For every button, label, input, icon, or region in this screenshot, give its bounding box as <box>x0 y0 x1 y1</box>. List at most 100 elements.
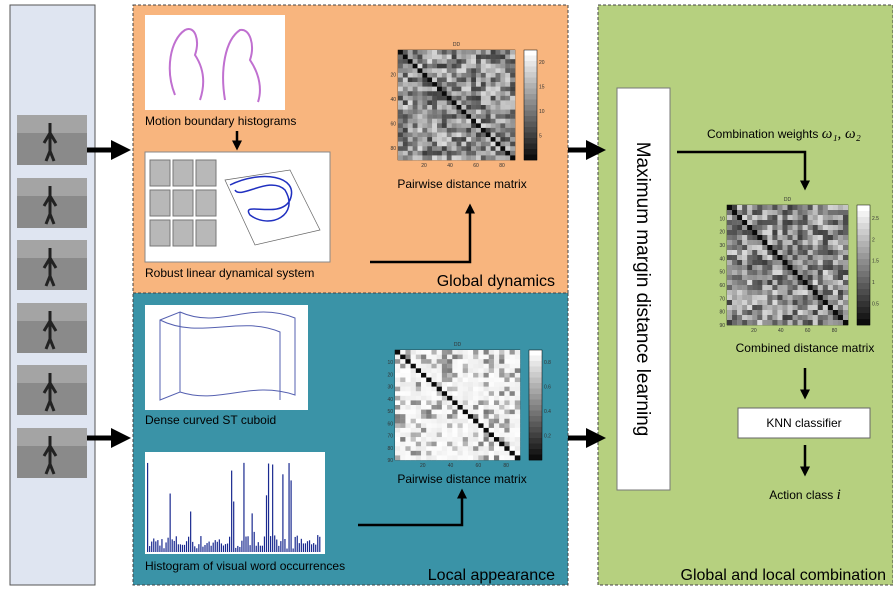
matrix-cell <box>757 210 763 216</box>
mbh-sketch <box>168 28 261 103</box>
matrix-cell <box>817 290 823 296</box>
matrix-cell <box>483 350 489 355</box>
matrix-cell <box>480 82 486 87</box>
matrix-cell <box>802 215 808 221</box>
matrix-cell <box>842 300 849 306</box>
hist-bar <box>147 462 149 552</box>
matrix-cell <box>395 409 401 415</box>
colorbar-cell <box>857 307 870 314</box>
matrix-cell <box>473 423 479 429</box>
matrix-cell <box>807 285 813 291</box>
x-tick-label: 60 <box>476 463 482 469</box>
matrix-cell <box>395 350 401 355</box>
matrix-cell <box>473 405 479 410</box>
matrix-cell <box>495 118 501 124</box>
hist-bar <box>245 536 247 552</box>
matrix-cell <box>762 210 768 216</box>
matrix-cell <box>842 310 849 316</box>
matrix-cell <box>493 391 500 397</box>
matrix-cell <box>422 146 428 152</box>
figure <box>42 123 58 162</box>
matrix-cell <box>752 290 758 296</box>
hist-bar <box>173 540 175 552</box>
matrix-cell <box>732 270 738 276</box>
matrix-cell <box>732 235 738 241</box>
matrix-cell <box>483 446 489 452</box>
rlds-axes <box>224 169 321 246</box>
local-matrix-caption: Pairwise distance matrix <box>397 472 526 486</box>
matrix-cell <box>500 132 506 138</box>
matrix-cell <box>509 391 515 397</box>
matrix-cell <box>727 300 733 306</box>
matrix-cell <box>802 240 808 246</box>
matrix-cell <box>441 363 448 369</box>
matrix-cell <box>400 363 406 369</box>
matrix-cell <box>510 105 516 110</box>
matrix-cell <box>807 300 813 306</box>
matrix-cell <box>787 270 793 276</box>
matrix-cell <box>807 230 813 236</box>
matrix-cell <box>405 423 411 429</box>
matrix-cell <box>478 414 484 419</box>
matrix-cell <box>782 220 788 226</box>
matrix-cell <box>451 105 457 110</box>
matrix-cell <box>395 377 401 383</box>
matrix-cell <box>495 59 501 64</box>
matrix-cell <box>473 382 479 387</box>
matrix-cell <box>405 377 411 383</box>
output-text: Action class <box>769 488 833 502</box>
matrix-cell <box>432 82 438 87</box>
matrix-cell <box>504 368 510 374</box>
matrix-cell <box>792 260 798 266</box>
matrix-cell <box>742 255 748 261</box>
matrix-cell <box>505 77 511 83</box>
matrix-cell <box>436 350 443 355</box>
colorbar-cell <box>524 50 537 56</box>
x-tick-label: 80 <box>499 163 505 169</box>
matrix-cell <box>467 395 474 401</box>
matrix-cell <box>827 205 834 211</box>
matrix-cell <box>802 275 808 281</box>
matrix-cell <box>431 427 437 433</box>
matrix-cell <box>431 405 437 410</box>
matrix-cell <box>466 132 472 138</box>
matrix-cell <box>495 109 501 115</box>
matrix-cell <box>732 245 738 251</box>
matrix-cell <box>495 150 501 156</box>
matrix-cell <box>426 450 432 456</box>
matrix-cell <box>483 377 489 383</box>
matrix-cell <box>485 59 491 64</box>
matrix-cell <box>490 114 496 119</box>
matrix-cell <box>827 300 834 306</box>
matrix-cell <box>457 441 463 447</box>
matrix-cell <box>483 450 489 456</box>
matrix-cell <box>426 409 432 415</box>
matrix-cell <box>510 95 516 101</box>
matrix-cell <box>832 220 839 226</box>
matrix-cell <box>822 290 829 296</box>
matrix-cell <box>436 368 443 374</box>
matrix-cell <box>402 123 408 129</box>
matrix-cell <box>757 220 763 226</box>
matrix-cell <box>807 320 813 326</box>
matrix-cell <box>514 377 521 383</box>
matrix-cell <box>476 68 482 74</box>
matrix-cell <box>490 141 496 147</box>
matrix-cell <box>431 414 437 419</box>
matrix-cell <box>410 432 417 438</box>
matrix-cell <box>842 290 849 296</box>
colorbar-cell <box>524 61 537 67</box>
hist-bar <box>300 538 302 552</box>
matrix-cell <box>483 455 489 461</box>
matrix-cell <box>822 230 829 236</box>
matrix-cell <box>473 400 479 406</box>
matrix-cell <box>456 54 462 60</box>
matrix-cell <box>727 290 733 296</box>
matrix-cell <box>757 315 763 321</box>
matrix-cell <box>432 95 438 101</box>
matrix-cell <box>461 54 467 60</box>
matrix-cell <box>436 418 443 424</box>
matrix-cell <box>426 414 432 419</box>
matrix-cell <box>432 155 438 161</box>
